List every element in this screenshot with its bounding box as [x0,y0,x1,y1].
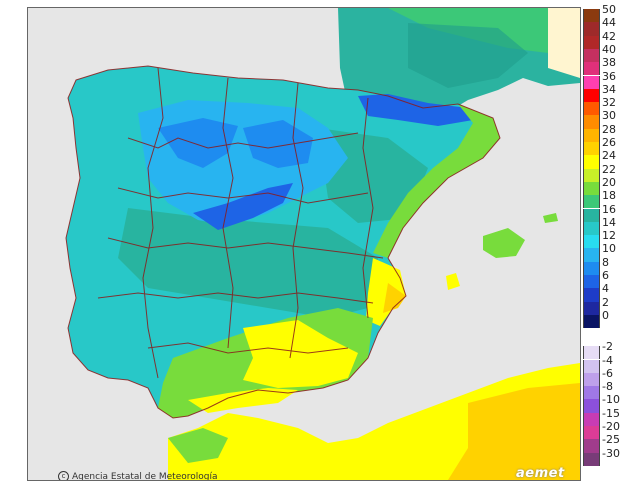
ebro-teal [318,128,428,223]
france-deep-teal [408,23,528,88]
aemet-logo: aemet [516,466,565,481]
legend-negative-label: -4 [602,353,613,367]
province-borders [65,65,501,419]
copyright-icon: c [58,471,69,480]
legend-negative-label: -6 [602,366,613,380]
legend-negative-swatch [583,439,600,453]
legend-positive-swatch [583,155,600,169]
andalusia-yellow [243,320,358,388]
legend-positive-label: 28 [602,122,616,136]
legend-positive-swatch [583,88,600,103]
legend-positive-swatch [583,208,600,222]
legend-negative-swatch [583,359,600,373]
temperature-legend: 50 44 42 40 38 36 34 32 30 28 26 24 22 20 18 16 14 12 10 8 6… [583,4,629,485]
valencia-yellow [366,258,406,326]
legend-positive-label: 20 [602,175,616,189]
legend-positive-swatch [583,48,600,63]
legend-positive-swatch [583,235,600,249]
legend-negative-swatch [583,372,600,387]
legend-positive-swatch [583,195,600,209]
legend-positive-label: 24 [602,149,616,163]
france-right-edge [548,8,580,78]
legend-positive-label: 30 [602,109,616,123]
pyrenees-blue [358,94,473,126]
north-plateau-dark-blue [158,118,238,168]
legend-negative-swatch [583,452,600,466]
temperature-map: c Agencia Estatal de Meteorología aemet [27,7,581,481]
legend-positive-label: 6 [602,269,609,282]
legend-positive-label: 0 [602,308,609,322]
legend-positive-swatch [583,102,600,116]
legend-positive-label: 14 [602,215,616,229]
legend-positive-swatch [583,142,600,156]
legend-positive-swatch [583,128,600,142]
map-canvas [65,8,580,480]
menorca [543,213,558,223]
legend-positive-label: 8 [602,255,609,269]
legend-positive-label: 4 [602,282,609,296]
central-range-dark [193,183,293,230]
legend-positive-label: 2 [602,295,609,309]
legend-positive-label: 42 [602,29,616,43]
legend-positive-swatch [583,35,600,49]
legend-positive-label: 16 [602,202,616,216]
legend-positive-label: 50 [602,3,616,16]
legend-positive-swatch [583,168,600,182]
legend-positive-swatch [583,62,600,76]
legend-negative-label: -2 [602,340,613,354]
credit-text: Agencia Estatal de Meteorología [72,472,218,481]
legend-positive-swatch [583,261,600,275]
legend-negative-label: -25 [602,433,620,447]
med-coast-green [373,104,500,258]
legend-positive-label: 34 [602,82,616,96]
legend-positive-swatch [583,248,600,262]
legend-positive-label: 18 [602,189,616,203]
legend-negative-swatch [583,412,600,426]
legend-positive-swatch [583,22,600,36]
plateau-teal [118,208,378,318]
legend-positive-label: 40 [602,42,616,56]
legend-negative-swatch [583,426,600,440]
africa-orange [448,383,580,480]
legend-negative-label: -8 [602,380,613,394]
legend-positive-swatch [583,115,600,129]
legend-negative-label: -20 [602,420,620,433]
legend-positive-label: 36 [602,69,616,83]
legend-positive-label: 22 [602,162,616,176]
legend-positive-swatch [583,288,600,302]
legend-positive-swatch [583,221,600,236]
valencia-orange [383,283,406,313]
ibiza [446,273,460,290]
legend-positive-swatch [583,75,600,89]
mallorca [483,228,525,258]
south-coast-yellow [188,388,298,413]
iberian-range-blue [243,120,313,168]
legend-negative-label: -30 [602,446,620,460]
legend-positive-swatch [583,314,600,329]
legend-positive-swatch [583,275,600,289]
legend-positive-label: 38 [602,56,616,70]
legend-negative-swatch [583,399,600,413]
legend-positive-swatch [583,301,600,315]
legend-positive-label: 12 [602,229,616,243]
legend-negative-label: -15 [602,406,620,420]
legend-positive-label: 44 [602,16,616,30]
legend-negative-swatch [583,346,600,360]
legend-positive-label: 32 [602,96,616,110]
legend-negative-label: -10 [602,393,620,407]
credit-line: c Agencia Estatal de Meteorología [58,471,218,481]
africa-green-west [168,428,228,463]
legend-negative-swatch [583,386,600,400]
legend-positive-label: 10 [602,242,616,256]
legend-positive-label: 26 [602,136,616,149]
legend-positive-swatch [583,181,600,196]
legend-positive-swatch [583,9,600,23]
